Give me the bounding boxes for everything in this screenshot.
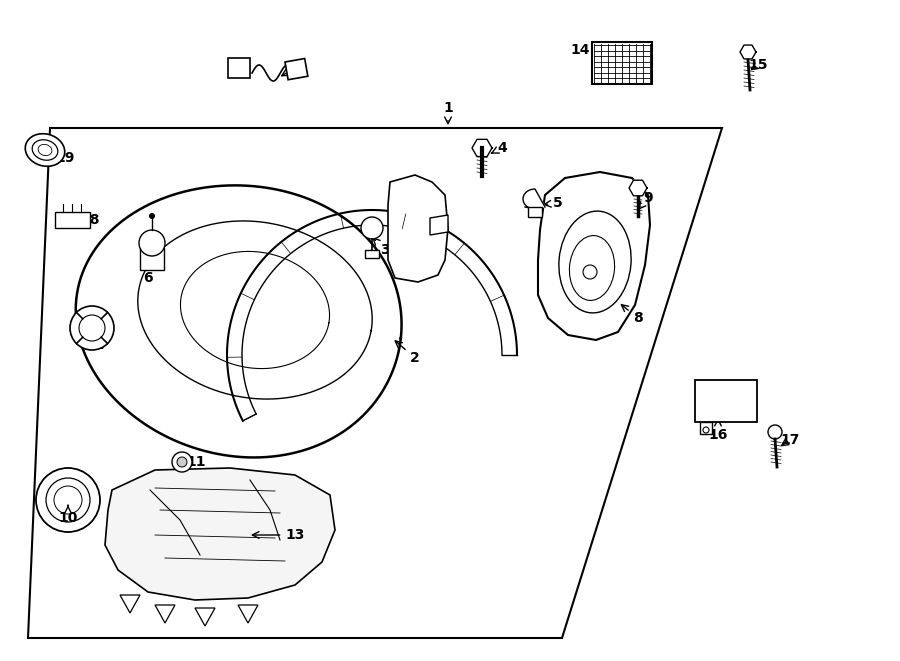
Circle shape (768, 425, 782, 439)
Polygon shape (523, 189, 545, 209)
Bar (592, 42, 652, 84)
Polygon shape (740, 45, 756, 59)
Text: 15: 15 (748, 58, 768, 72)
Circle shape (361, 217, 383, 239)
Text: 14: 14 (571, 43, 604, 61)
Bar (528, 207, 542, 217)
Text: 17: 17 (780, 433, 800, 447)
Text: 13: 13 (252, 528, 305, 542)
Polygon shape (388, 175, 448, 282)
Bar (140, 248, 164, 270)
Polygon shape (538, 172, 650, 340)
Circle shape (36, 468, 100, 532)
Circle shape (177, 457, 187, 467)
Text: 1: 1 (443, 101, 453, 124)
Polygon shape (227, 210, 517, 421)
Text: 12: 12 (86, 332, 104, 352)
Text: 11: 11 (183, 455, 206, 469)
Text: 4: 4 (491, 141, 507, 155)
Circle shape (172, 452, 192, 472)
Ellipse shape (25, 134, 65, 167)
Text: 2: 2 (395, 341, 420, 365)
Polygon shape (430, 215, 448, 235)
Circle shape (70, 306, 114, 350)
Text: 8: 8 (621, 305, 643, 325)
Circle shape (149, 213, 155, 219)
Polygon shape (472, 139, 492, 157)
Text: 7: 7 (282, 58, 305, 76)
Bar (365, 250, 379, 258)
Bar (228, 58, 250, 78)
Polygon shape (629, 180, 647, 196)
Text: 5: 5 (544, 196, 562, 210)
Circle shape (139, 230, 165, 256)
Text: 3: 3 (374, 238, 390, 257)
Text: 10: 10 (58, 506, 77, 525)
Bar (55, 212, 90, 228)
Text: 19: 19 (52, 151, 75, 165)
Text: 9: 9 (638, 191, 652, 210)
Bar (285, 59, 308, 80)
Text: 18: 18 (80, 213, 100, 227)
Bar (700, 422, 712, 434)
Bar (695, 380, 757, 422)
Text: 6: 6 (143, 262, 153, 285)
Text: 16: 16 (708, 419, 728, 442)
Polygon shape (105, 468, 335, 600)
